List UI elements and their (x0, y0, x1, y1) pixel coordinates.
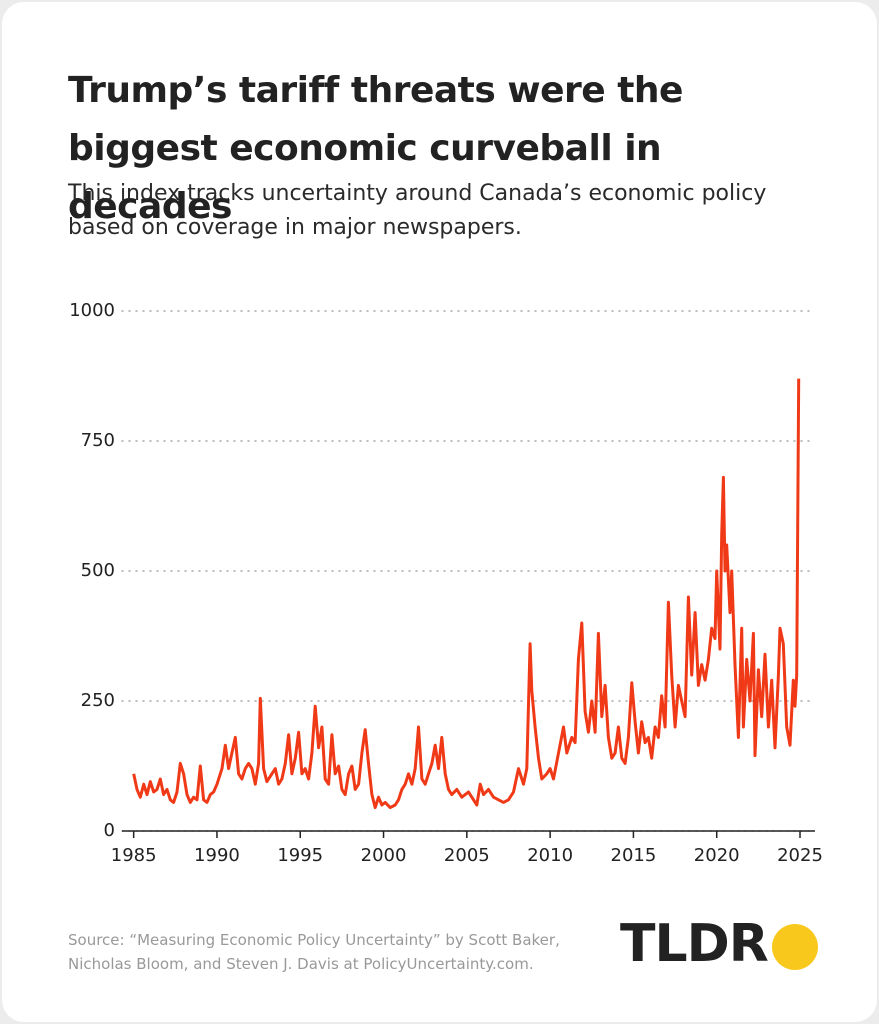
chart: 0 250 500 750 1000 1985 1990 1995 2000 2005 2010 20… (69, 300, 823, 866)
chart-subtitle: This index tracks uncertainty around Can… (68, 181, 767, 240)
y-tick-label: 250 (81, 690, 115, 711)
y-tick-label: 0 (104, 820, 115, 841)
brand-logo: TLDR (620, 914, 769, 974)
x-tick-label: 1995 (277, 845, 323, 866)
y-tick-label: 750 (81, 430, 115, 451)
chart-title: Trump’s tariff threats were the biggest … (68, 70, 683, 227)
line-series (132, 378, 801, 810)
brand-emoji (772, 924, 818, 970)
source-note: Source: “Measuring Economic Policy Uncer… (68, 931, 560, 973)
x-tick-label: 2010 (527, 845, 573, 866)
y-tick-label: 500 (81, 560, 115, 581)
x-tick-label: 1985 (111, 845, 157, 866)
x-tick-label: 2020 (694, 845, 740, 866)
x-tick-label: 1990 (194, 845, 240, 866)
x-tick-label: 2005 (444, 845, 490, 866)
x-tick-label: 2025 (777, 845, 823, 866)
x-tick-label: 2000 (361, 845, 407, 866)
y-tick-label: 1000 (69, 300, 115, 321)
x-tick-label: 2015 (611, 845, 657, 866)
